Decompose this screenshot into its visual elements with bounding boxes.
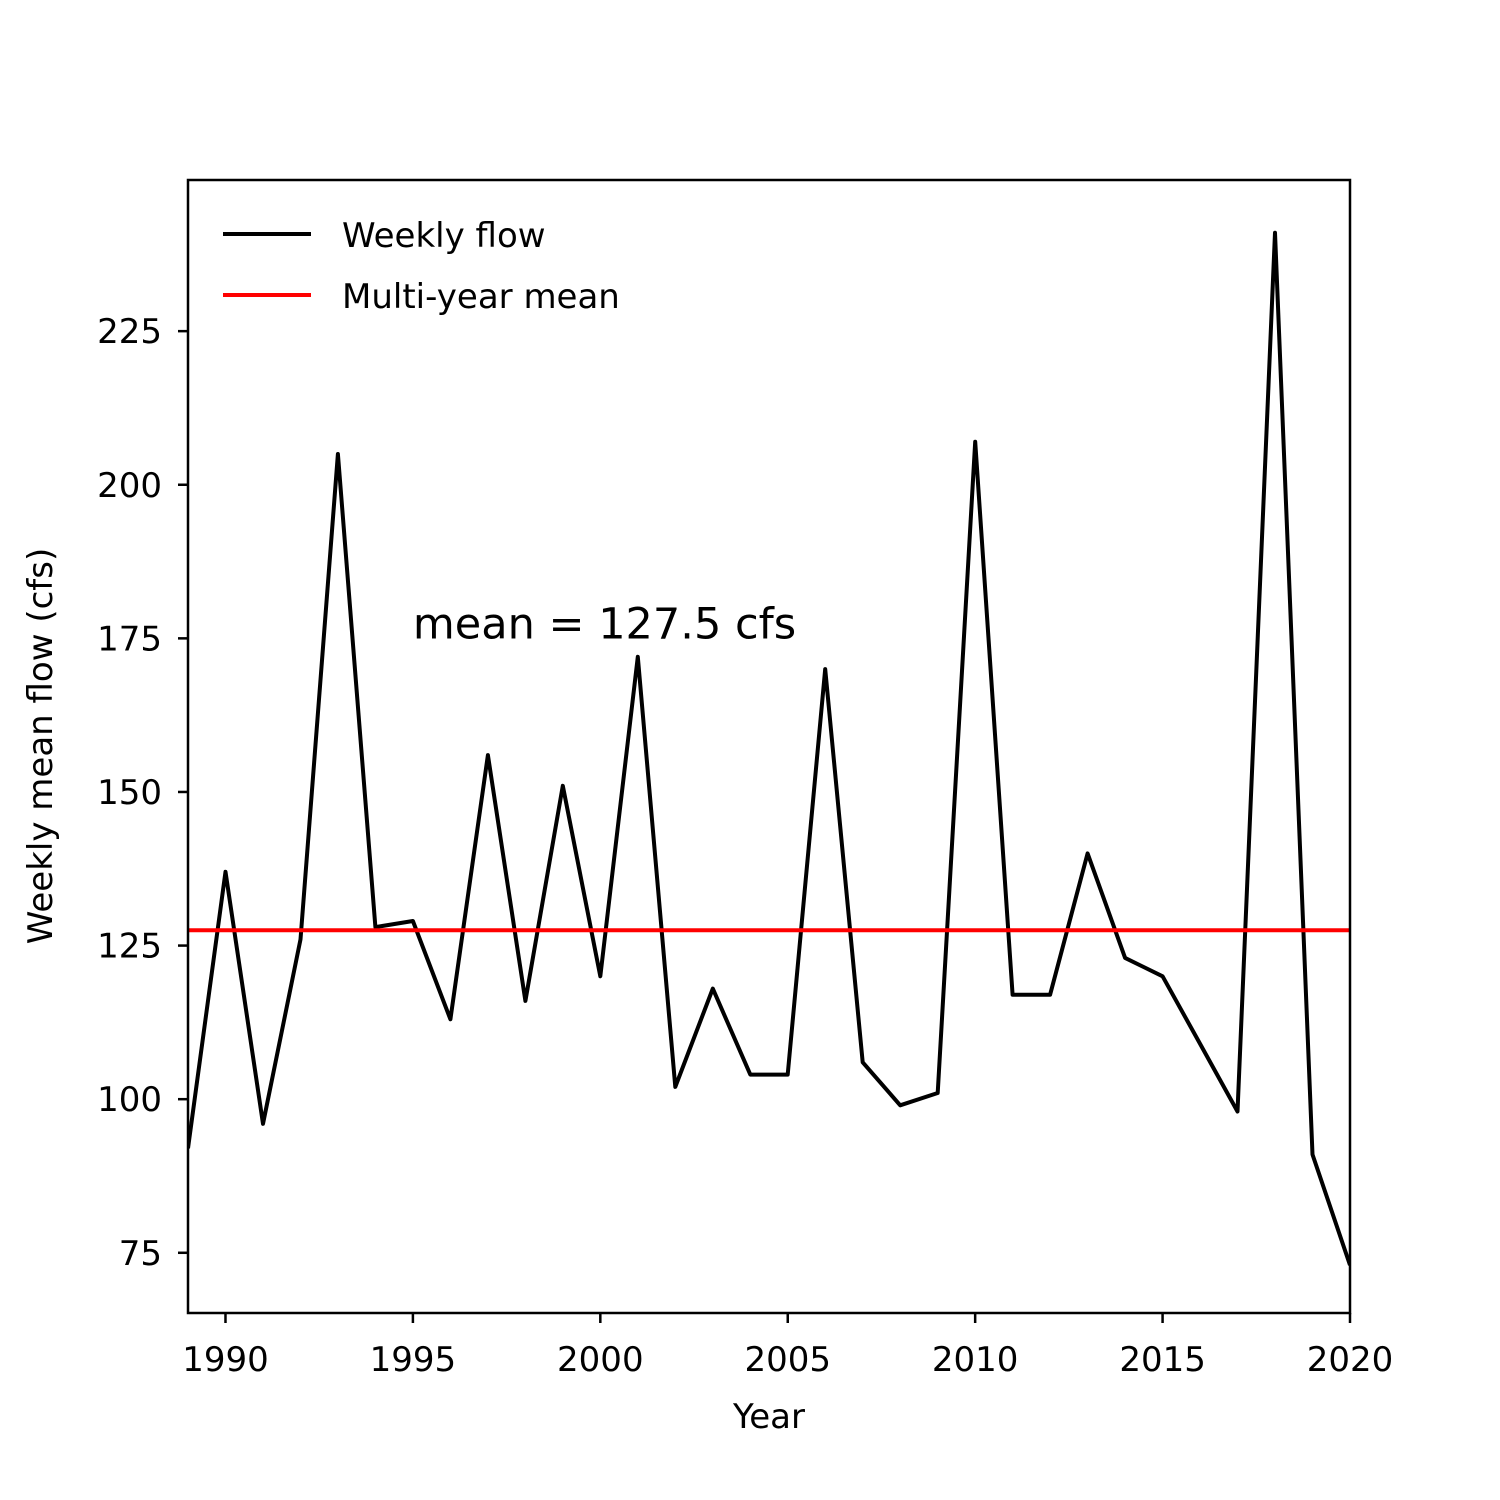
x-tick-label: 2015 xyxy=(1119,1340,1206,1380)
x-tick-label: 2005 xyxy=(744,1340,831,1380)
x-tick-label: 2010 xyxy=(932,1340,1019,1380)
x-axis-title: Year xyxy=(732,1397,805,1437)
series-lines xyxy=(188,230,1350,1266)
y-tick-label: 175 xyxy=(97,619,162,659)
plot-frame xyxy=(186,178,1352,1315)
x-tick-label: 2000 xyxy=(557,1340,644,1380)
series-line-weekly-flow xyxy=(188,230,1350,1266)
legend: Weekly flow Multi-year mean xyxy=(223,216,620,317)
x-tick-label: 2020 xyxy=(1307,1340,1394,1380)
y-tick-label: 125 xyxy=(97,927,162,967)
legend-label-multi-year-mean: Multi-year mean xyxy=(342,277,620,317)
x-axis: 1990 1995 2000 2005 2010 2015 2020 xyxy=(182,1313,1393,1380)
y-tick-label: 75 xyxy=(119,1234,162,1274)
mean-annotation: mean = 127.5 cfs xyxy=(413,599,796,649)
y-axis: 75 100 125 150 175 200 225 xyxy=(97,312,188,1274)
legend-label-weekly-flow: Weekly flow xyxy=(342,216,546,256)
y-tick-label: 200 xyxy=(97,466,162,506)
y-axis-title: Weekly mean flow (cfs) xyxy=(21,548,61,945)
plot-layer xyxy=(188,230,1350,1266)
y-tick-label: 150 xyxy=(97,773,162,813)
y-tick-label: 225 xyxy=(97,312,162,352)
x-tick-label: 1990 xyxy=(182,1340,269,1380)
x-tick-label: 1995 xyxy=(370,1340,457,1380)
y-tick-label: 100 xyxy=(97,1080,162,1120)
